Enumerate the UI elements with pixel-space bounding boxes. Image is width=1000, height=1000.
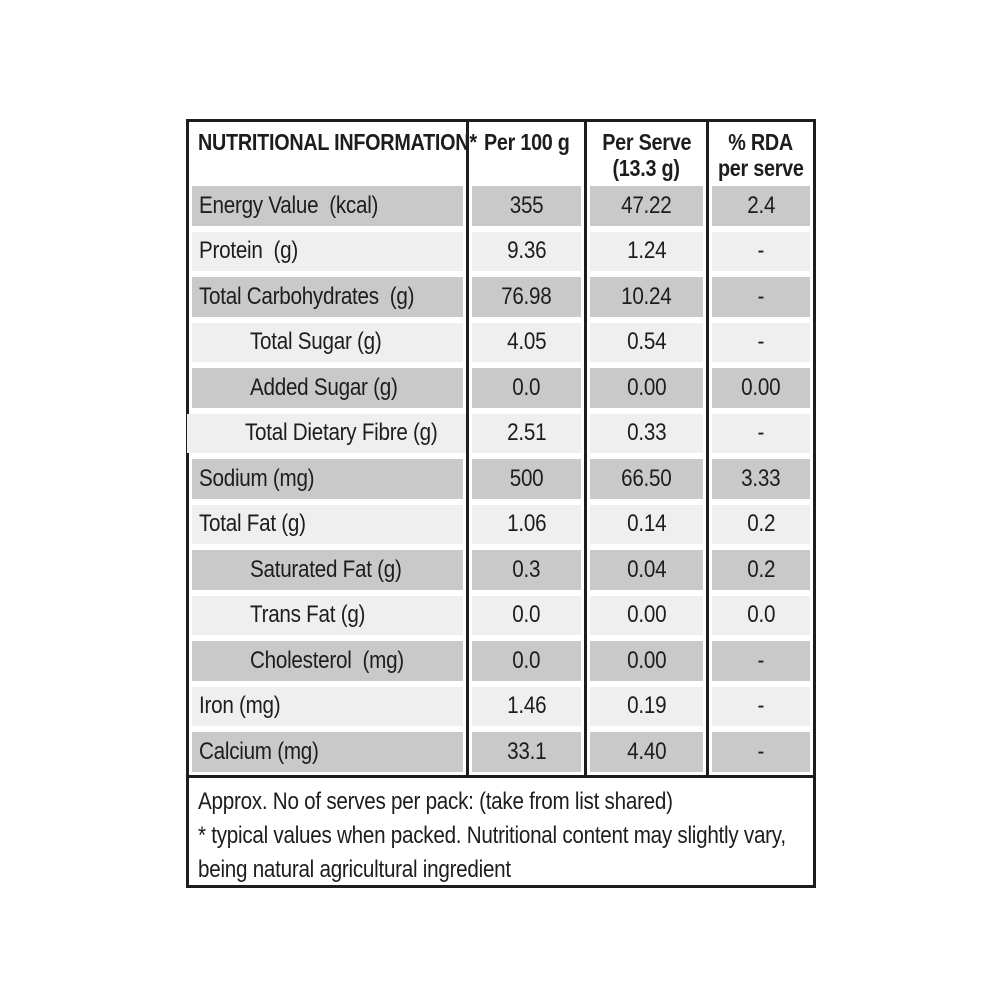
row-label: Sodium (mg) (199, 464, 315, 492)
value-per-100g: 0.0 (512, 601, 541, 629)
table-row-added-sugar: Added Sugar (g) 0.0 0.00 0.00 (189, 365, 813, 411)
header-row: NUTRITIONAL INFORMATION* Per 100 g Per S… (189, 122, 813, 183)
table-row-total-fat: Total Fat (g) 1.06 0.14 0.2 (189, 501, 813, 547)
value-rda: - (757, 282, 765, 310)
value-rda: - (757, 737, 765, 765)
value-rda: 2.4 (747, 191, 775, 219)
value-per-100g: 0.3 (512, 555, 541, 583)
header-nutrient-label: NUTRITIONAL INFORMATION* (198, 129, 477, 155)
value-per-serve: 47.22 (621, 191, 672, 219)
row-label: Iron (mg) (199, 692, 281, 720)
table-row-protein: Protein (g) 9.36 1.24 - (189, 228, 813, 274)
value-rda: - (757, 646, 765, 674)
value-per-serve: 0.00 (626, 646, 667, 674)
value-per-100g: 0.0 (512, 373, 541, 401)
table-row-energy-value: Energy Value (kcal) 355 47.22 2.4 (189, 183, 813, 229)
value-per-100g: 1.46 (506, 692, 547, 720)
table-row-iron: Iron (mg) 1.46 0.19 - (189, 683, 813, 729)
footnote-line-typical-values-cont: being natural agricultural ingredient (198, 855, 511, 883)
value-per-100g: 500 (509, 464, 544, 492)
table-row-calcium: Calcium (mg) 33.1 4.40 - (189, 729, 813, 775)
header-col-per-serve: Per Serve (13.3 g) (584, 122, 706, 183)
value-rda: 3.33 (741, 464, 781, 492)
value-per-100g: 33.1 (506, 737, 547, 765)
header-rda-label-line1: % RDA (728, 129, 794, 155)
table-row-saturated-fat: Saturated Fat (g) 0.3 0.04 0.2 (189, 547, 813, 593)
table-row-trans-fat: Trans Fat (g) 0.0 0.00 0.0 (189, 592, 813, 638)
value-rda: 0.0 (747, 601, 775, 629)
table-row-total-carbohydrates: Total Carbohydrates (g) 76.98 10.24 - (189, 274, 813, 320)
footnote-line-serves: Approx. No of serves per pack: (take fro… (198, 787, 673, 815)
header-per-serve-label-line1: Per Serve (602, 129, 691, 155)
value-per-serve: 0.00 (626, 373, 667, 401)
header-per-100g-label: Per 100 g (483, 129, 570, 155)
row-label: Total Sugar (g) (250, 328, 382, 356)
value-per-serve: 0.54 (626, 328, 667, 356)
value-per-100g: 4.05 (506, 328, 547, 356)
row-label: Protein (g) (199, 237, 299, 265)
value-rda: 0.2 (747, 510, 775, 538)
value-per-serve: 10.24 (621, 282, 672, 310)
value-per-100g: 9.36 (506, 237, 547, 265)
row-label: Total Dietary Fibre (g) (244, 419, 438, 447)
row-label: Total Carbohydrates (g) (199, 282, 415, 310)
table-row-total-dietary-fibre: Total Dietary Fibre (g) 2.51 0.33 - (186, 410, 813, 456)
row-label: Added Sugar (g) (250, 373, 398, 401)
value-per-serve: 0.19 (626, 692, 667, 720)
value-rda: - (757, 419, 765, 447)
footnote-line-typical-values: * typical values when packed. Nutritiona… (198, 821, 786, 849)
value-per-100g: 355 (509, 191, 544, 219)
value-per-serve: 0.14 (626, 510, 667, 538)
header-rda-label-line2: per serve (718, 155, 804, 181)
value-per-serve: 1.24 (626, 237, 667, 265)
row-label: Energy Value (kcal) (199, 191, 379, 219)
row-label: Cholesterol (mg) (250, 646, 404, 674)
value-per-serve: 0.33 (626, 419, 667, 447)
value-per-100g: 1.06 (506, 510, 547, 538)
row-label: Calcium (mg) (199, 737, 319, 765)
value-per-serve: 4.40 (626, 737, 667, 765)
table-row-sodium: Sodium (mg) 500 66.50 3.33 (189, 456, 813, 502)
value-rda: - (757, 692, 765, 720)
table-row-total-sugar: Total Sugar (g) 4.05 0.54 - (189, 319, 813, 365)
header-col-nutrient: NUTRITIONAL INFORMATION* (189, 122, 477, 183)
nutrition-table: NUTRITIONAL INFORMATION* Per 100 g Per S… (186, 119, 816, 888)
value-rda: 0.00 (741, 373, 781, 401)
header-col-rda: % RDA per serve (706, 122, 813, 183)
table-row-cholesterol: Cholesterol (mg) 0.0 0.00 - (189, 638, 813, 684)
value-rda: - (757, 237, 765, 265)
value-per-100g: 2.51 (506, 419, 547, 447)
row-label: Total Fat (g) (199, 510, 306, 538)
header-per-serve-label-line2: (13.3 g) (612, 155, 681, 181)
value-per-100g: 76.98 (501, 282, 552, 310)
footnote: Approx. No of serves per pack: (take fro… (189, 774, 813, 887)
value-per-serve: 0.04 (626, 555, 667, 583)
value-rda: 0.2 (747, 555, 775, 583)
row-label: Trans Fat (g) (250, 601, 366, 629)
value-per-100g: 0.0 (512, 646, 541, 674)
value-per-serve: 66.50 (621, 464, 672, 492)
header-col-per-100g: Per 100 g (466, 122, 584, 183)
row-label: Saturated Fat (g) (250, 555, 402, 583)
value-per-serve: 0.00 (626, 601, 667, 629)
value-rda: - (757, 328, 765, 356)
